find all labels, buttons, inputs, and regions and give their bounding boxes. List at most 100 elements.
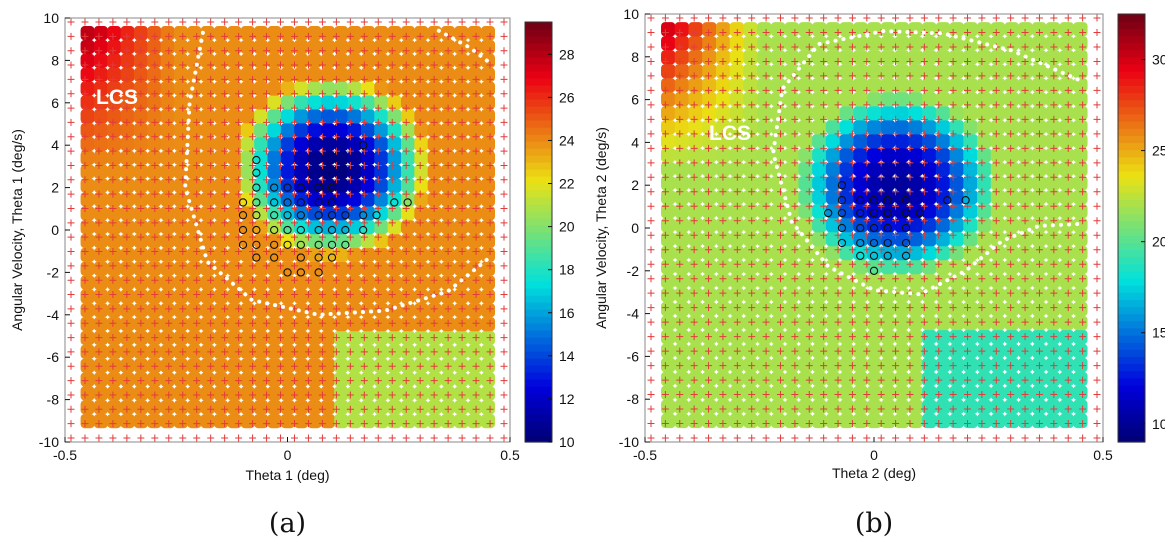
colorbar-band — [525, 323, 552, 331]
grid-plus — [978, 144, 986, 152]
grid-plus — [500, 291, 508, 299]
heat-cell — [1004, 287, 1019, 303]
colorbar-band — [1118, 306, 1145, 315]
grid-plus — [179, 204, 187, 212]
grid-plus — [81, 176, 89, 184]
heat-cell — [347, 26, 362, 41]
heat-cell — [240, 206, 255, 221]
grid-plus — [935, 289, 943, 297]
heat-cell — [400, 123, 415, 138]
grid-plus — [1035, 43, 1043, 51]
grid-plus — [374, 405, 382, 413]
grid-plus — [332, 291, 340, 299]
heat-cell — [880, 36, 896, 51]
grid-plus — [733, 115, 741, 123]
grid-plus — [249, 90, 257, 98]
heat-cell — [427, 150, 442, 165]
heat-cell — [977, 259, 992, 275]
grid-plus — [892, 144, 900, 152]
grid-plus — [500, 18, 508, 26]
heat-cell — [334, 109, 349, 124]
heat-cell — [334, 53, 349, 68]
grid-plus — [486, 305, 494, 313]
heat-cell — [334, 317, 349, 332]
grid-plus — [949, 86, 957, 94]
grid-plus — [647, 14, 655, 22]
grid-plus — [1079, 14, 1087, 22]
colorbar-band — [525, 50, 552, 58]
grid-plus — [1021, 202, 1029, 210]
heat-cell — [454, 206, 469, 221]
sample-marker — [341, 225, 350, 235]
heat-cell — [1073, 217, 1088, 233]
heat-cell — [187, 261, 202, 276]
heat-cell — [1045, 399, 1061, 415]
grid-plus — [949, 217, 957, 225]
heat-cell — [661, 203, 676, 219]
grid-plus — [690, 362, 698, 370]
grid-plus — [263, 161, 271, 169]
grid-plus — [444, 61, 452, 69]
heat-cell — [839, 106, 854, 121]
grid-plus — [848, 159, 856, 167]
y-tick-label: -2 — [627, 263, 640, 279]
grid-plus — [137, 104, 145, 112]
grid-plus — [486, 334, 494, 342]
grid-plus — [402, 161, 410, 169]
heat-cell — [1045, 413, 1061, 429]
sample-marker — [856, 196, 865, 205]
colorbar-band — [525, 92, 552, 100]
grid-plus — [193, 133, 201, 141]
grid-plus — [290, 118, 298, 126]
grid-plus — [791, 318, 799, 326]
heat-cell — [784, 273, 800, 289]
heat-cell — [227, 344, 242, 359]
heat-cell — [374, 261, 389, 276]
grid-plus — [207, 291, 215, 299]
grid-plus — [863, 159, 871, 167]
heat-cell — [702, 413, 717, 429]
grid-plus — [877, 376, 885, 384]
heat-cell — [334, 344, 349, 359]
grid-plus — [820, 333, 828, 341]
grid-plus — [290, 61, 298, 69]
heat-cell — [702, 175, 717, 191]
grid-plus — [67, 61, 75, 69]
grid-plus — [430, 362, 438, 370]
heat-cell — [770, 78, 786, 93]
heat-cell — [147, 164, 162, 179]
heat-cell — [174, 414, 188, 429]
heat-cell — [839, 385, 854, 401]
grid-plus — [249, 233, 257, 241]
grid-plus — [472, 118, 480, 126]
grid-plus — [1050, 434, 1058, 442]
heat-cell — [347, 386, 362, 401]
grid-plus — [318, 377, 326, 385]
heat-cell — [1073, 371, 1088, 387]
grid-plus — [964, 376, 972, 384]
heat-cell — [729, 203, 745, 219]
heat-cell — [825, 134, 841, 149]
colorbar-band — [525, 309, 552, 317]
heat-cell — [107, 123, 122, 138]
heat-cell — [935, 259, 951, 275]
heat-cell — [160, 81, 175, 96]
heat-cell — [977, 134, 992, 149]
heat-cell — [347, 178, 362, 193]
grid-plus — [416, 305, 424, 313]
grid-plus — [719, 101, 727, 109]
heat-cell — [1045, 273, 1061, 289]
grid-plus — [1050, 246, 1058, 254]
grid-plus — [374, 147, 382, 155]
grid-plus — [762, 231, 770, 239]
colorbar-band — [1118, 56, 1145, 65]
grid-plus — [949, 72, 957, 80]
grid-plus — [733, 217, 741, 225]
heat-cell — [1018, 134, 1033, 149]
grid-plus — [705, 217, 713, 225]
heat-cell — [160, 303, 175, 318]
heat-cell — [347, 289, 362, 304]
heat-cell — [1073, 134, 1088, 149]
grid-plus — [791, 362, 799, 370]
grid-plus — [848, 376, 856, 384]
